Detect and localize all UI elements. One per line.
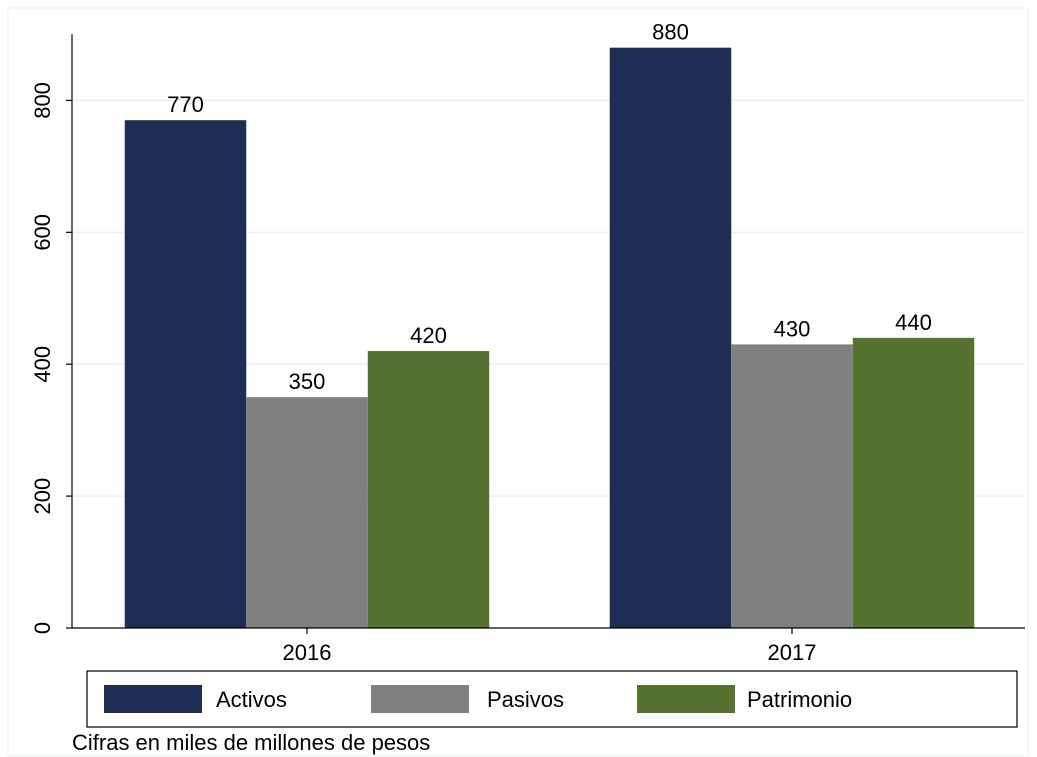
data-label: 440	[895, 310, 932, 335]
y-tick-label: 200	[30, 478, 55, 515]
axes-group: 0 200 400 600 800 2016 2017	[30, 34, 1025, 665]
data-label: 350	[289, 369, 326, 394]
data-labels-group: 770 350 420 880 430 440	[167, 20, 932, 395]
legend-swatch-patrimonio	[637, 685, 735, 713]
legend-swatch-activos	[104, 685, 202, 713]
bar-patrimonio-2016	[367, 351, 490, 628]
data-label: 420	[410, 323, 447, 348]
legend: Activos Pasivos Patrimonio	[86, 670, 1018, 728]
legend-box	[86, 670, 1018, 728]
y-tick-label: 800	[30, 82, 55, 119]
bar-patrimonio-2017	[852, 337, 975, 628]
x-tick-label: 2017	[768, 640, 817, 665]
y-tick-label: 400	[30, 346, 55, 383]
legend-label-pasivos: Pasivos	[487, 687, 564, 712]
bar-activos-2016	[124, 120, 247, 628]
legend-swatch-pasivos	[371, 685, 469, 713]
y-tick-label: 600	[30, 214, 55, 251]
bar-pasivos-2016	[246, 397, 368, 628]
y-tick-label: 0	[30, 622, 55, 634]
legend-label-activos: Activos	[216, 687, 287, 712]
bar-pasivos-2017	[731, 344, 853, 628]
data-label: 770	[167, 92, 204, 117]
bars-group	[124, 47, 975, 629]
data-label: 430	[774, 316, 811, 341]
x-tick-label: 2016	[283, 640, 332, 665]
bar-activos-2017	[609, 47, 732, 629]
data-label: 880	[652, 20, 689, 45]
legend-label-patrimonio: Patrimonio	[747, 687, 852, 712]
chart-note: Cifras en miles de millones de pesos	[72, 730, 431, 755]
